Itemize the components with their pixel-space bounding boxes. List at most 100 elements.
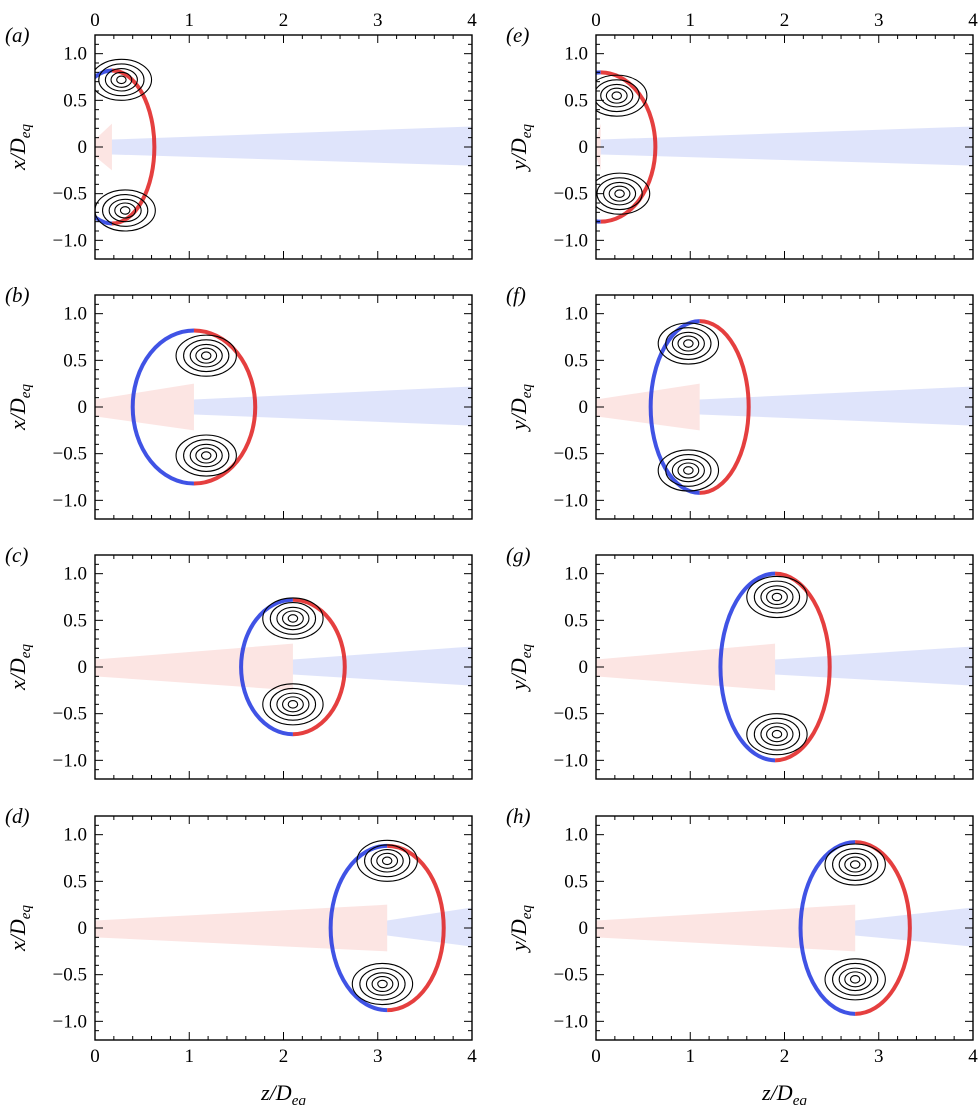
y-tick-label: −1.0	[554, 490, 588, 511]
y-tick-label: 0.5	[63, 90, 87, 111]
vortex-lower-contour-4	[771, 729, 783, 739]
y-tick-label: −1.0	[554, 230, 588, 251]
x-tick-label-top: 4	[968, 10, 978, 31]
vortex-upper-contour-2	[189, 343, 223, 368]
vortex-lower-contour-3	[608, 185, 631, 202]
panel-plot-area	[596, 571, 973, 763]
x-tick-label-top: 3	[874, 10, 884, 31]
x-tick-label-top: 1	[185, 10, 195, 31]
wake-streak-red	[95, 643, 293, 691]
vortex-lower-contour-4	[849, 975, 861, 984]
vortex-upper-contour-2	[276, 606, 310, 631]
vortex-lower-contour-1	[832, 962, 879, 996]
panel-4: 1.0 0.5 0 −0.5 −1.0 0 1 2 3 4 (e) y/Deq	[506, 10, 978, 260]
vortex-lower-contour-0	[596, 172, 651, 215]
x-tick-label-bottom: 2	[780, 1046, 790, 1067]
vortex-upper-contour-1	[269, 602, 317, 635]
panel-5: 1.0 0.5 0 −0.5 −1.0 (f) y/Deq	[506, 283, 974, 520]
y-tick-label: 0	[78, 657, 88, 678]
x-tick-label-bottom: 0	[90, 1046, 100, 1067]
y-axis-label: x/Deq	[5, 384, 34, 431]
wake-streak-red	[95, 383, 194, 431]
vortex-upper-contour-0	[824, 843, 886, 886]
y-axis-label: y/Deq	[506, 124, 535, 172]
vortex-lower-contour-0	[262, 683, 324, 726]
y-tick-label: 0	[579, 918, 589, 939]
y-axis-label: y/Deq	[506, 905, 535, 953]
panel-plot-area	[596, 70, 973, 224]
panel-plot-area	[596, 319, 973, 495]
vortex-upper-contour-1	[832, 848, 879, 881]
panel-plot-area	[95, 58, 472, 232]
y-tick-label: 1.0	[564, 825, 588, 846]
vortex-upper-contour-3	[195, 347, 218, 364]
panel-plot-area	[95, 839, 472, 1013]
x-tick-label-top: 2	[780, 10, 790, 31]
vortex-upper-contour-1	[364, 844, 411, 878]
vortex-upper-contour-4	[611, 91, 622, 100]
y-tick-label: 0.5	[564, 610, 588, 631]
x-axis-label: z/Deq	[260, 1080, 306, 1105]
vortex-lower-contour-0	[657, 449, 720, 492]
y-tick-label: −0.5	[53, 965, 87, 986]
y-tick-label: −1.0	[554, 1011, 588, 1032]
interface-right-arc	[855, 840, 912, 1016]
vortex-upper-contour-2	[760, 585, 794, 609]
y-tick-label: 1.0	[564, 304, 588, 325]
x-tick-label-top: 4	[467, 10, 477, 31]
vortex-lower-contour-3	[766, 726, 788, 743]
interface-left-arc	[329, 843, 388, 1013]
y-tick-label: −0.5	[554, 965, 588, 986]
vortex-upper-contour-0	[356, 839, 418, 882]
interface-left-arc	[798, 840, 856, 1016]
vortex-upper-contour-1	[98, 63, 145, 97]
vortex-upper-contour-3	[677, 335, 700, 352]
wake-streak-blue	[193, 386, 472, 426]
vortex-lower-contour-3	[114, 202, 137, 219]
x-tick-label-top: 0	[591, 10, 601, 31]
y-axis-label: x/Deq	[5, 644, 34, 691]
vortex-lower-contour-4	[287, 700, 299, 709]
panel-3: 1.00.50−0.5−1.00 1 2 3 4z/Deq(d)x/Deq	[5, 804, 477, 1105]
x-tick-label-top: 0	[90, 10, 100, 31]
vortex-lower-contour-2	[276, 692, 310, 717]
vortex-lower-contour-0	[746, 713, 808, 756]
y-tick-label: −0.5	[554, 704, 588, 725]
y-tick-label: −0.5	[554, 184, 588, 205]
y-tick-label: 0.5	[564, 350, 588, 371]
y-tick-label: 0.5	[564, 90, 588, 111]
wake-streak-red	[95, 904, 388, 952]
vortex-lower-contour-1	[183, 439, 230, 472]
vortex-upper-contour-2	[671, 331, 705, 356]
wake-streak-red	[596, 643, 776, 691]
y-tick-label: −1.0	[53, 490, 87, 511]
x-tick-label-bottom: 3	[874, 1046, 884, 1067]
y-tick-label: 0.5	[564, 871, 588, 892]
vortex-lower-contour-3	[677, 462, 700, 479]
panel-plot-area	[95, 328, 472, 486]
panel-1: 1.0 0.5 0 −0.5 −1.0 (b) x/Deq	[5, 283, 473, 520]
panel-6: 1.0 0.5 0 −0.5 −1.0 (g) y/Deq	[506, 543, 974, 780]
y-tick-label: −0.5	[53, 444, 87, 465]
vortex-upper-contour-2	[370, 849, 404, 873]
panel-plot-area	[95, 597, 472, 737]
y-tick-label: −1.0	[53, 230, 87, 251]
vortex-upper-contour-1	[665, 327, 712, 360]
panel-label: (b)	[5, 283, 30, 307]
vortex-lower-contour-3	[844, 971, 867, 988]
vortex-upper-contour-4	[287, 614, 299, 623]
vortex-upper-contour-0	[657, 322, 720, 365]
x-axis-label: z/Deq	[761, 1080, 807, 1105]
vortex-lower-contour-4	[614, 189, 625, 198]
vortex-upper-contour-4	[116, 75, 127, 85]
vortex-upper-contour-1	[596, 79, 640, 113]
y-tick-label: 0.5	[63, 871, 87, 892]
y-tick-label: 0.5	[63, 350, 87, 371]
vortex-upper-contour-4	[200, 351, 212, 360]
y-axis-label: x/Deq	[5, 905, 34, 952]
panel-plot-area	[596, 840, 973, 1016]
vortex-upper-contour-3	[110, 71, 133, 88]
vortex-upper-contour-0	[262, 597, 324, 640]
vortex-lower-contour-1	[753, 717, 801, 751]
